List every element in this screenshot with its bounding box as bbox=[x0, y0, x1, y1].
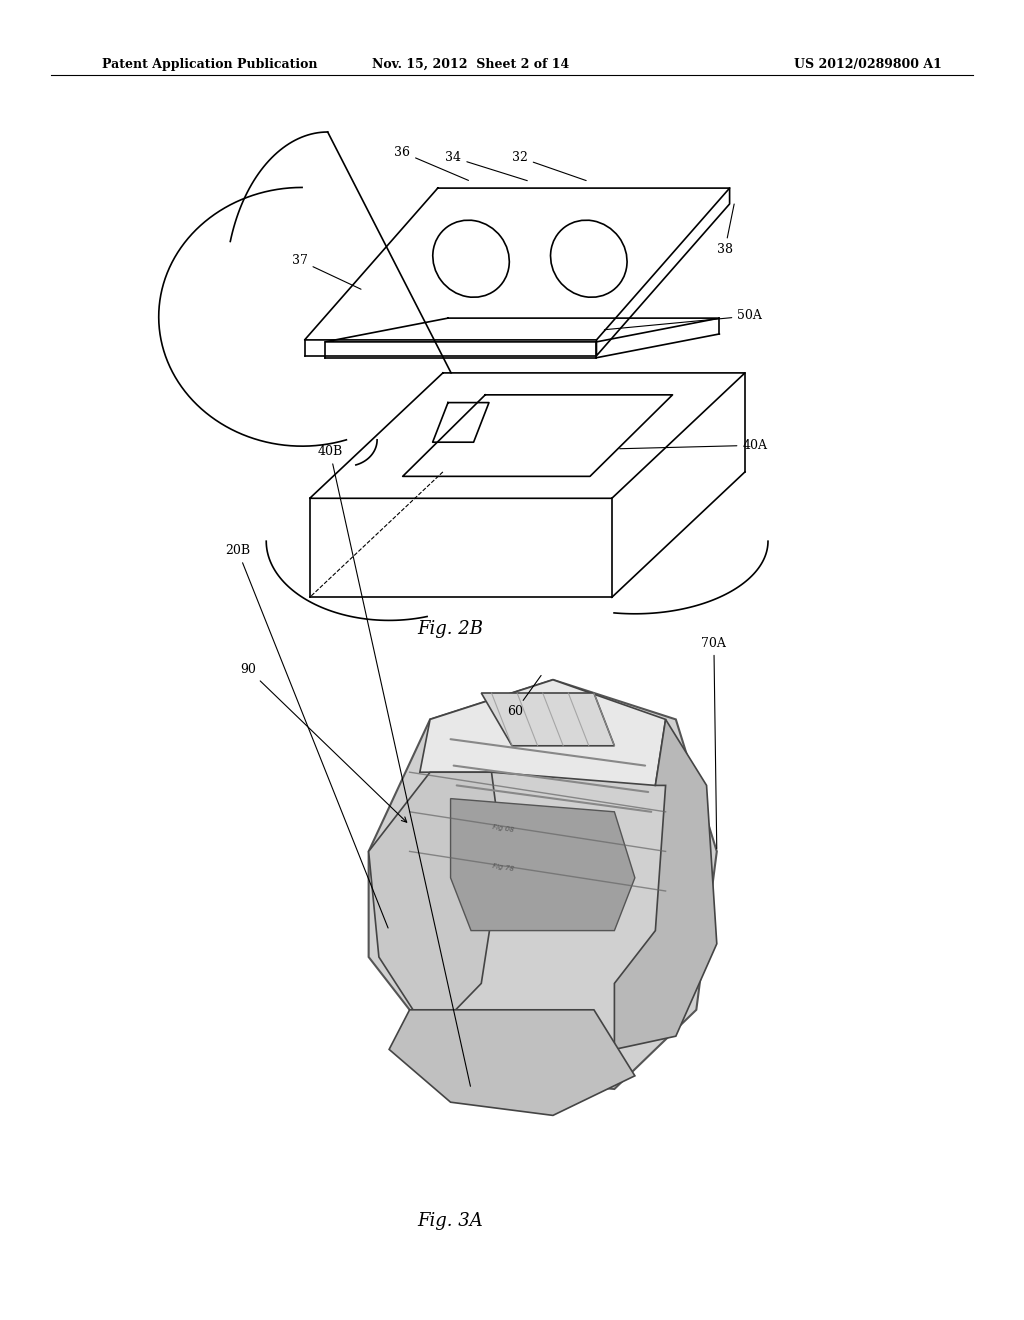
Text: 40B: 40B bbox=[317, 445, 470, 1086]
Polygon shape bbox=[614, 719, 717, 1049]
Text: 70A: 70A bbox=[701, 636, 726, 849]
Polygon shape bbox=[369, 772, 502, 1036]
Text: US 2012/0289800 A1: US 2012/0289800 A1 bbox=[795, 58, 942, 71]
Text: 32: 32 bbox=[512, 150, 586, 181]
Text: 90: 90 bbox=[241, 663, 407, 822]
Text: 38: 38 bbox=[717, 205, 734, 256]
Text: 50A: 50A bbox=[604, 309, 762, 330]
Text: Nov. 15, 2012  Sheet 2 of 14: Nov. 15, 2012 Sheet 2 of 14 bbox=[373, 58, 569, 71]
Polygon shape bbox=[420, 680, 666, 785]
Polygon shape bbox=[389, 1010, 635, 1115]
Text: 20B: 20B bbox=[225, 544, 388, 928]
Text: 60: 60 bbox=[507, 676, 541, 718]
Text: 40A: 40A bbox=[620, 438, 767, 451]
Text: Fig 78: Fig 78 bbox=[492, 863, 514, 873]
Polygon shape bbox=[369, 680, 717, 1089]
Text: 37: 37 bbox=[292, 253, 361, 289]
Text: Fig 08: Fig 08 bbox=[492, 824, 514, 833]
Polygon shape bbox=[451, 799, 635, 931]
Text: 34: 34 bbox=[445, 150, 527, 181]
Text: Fig. 3A: Fig. 3A bbox=[418, 1212, 483, 1230]
Polygon shape bbox=[481, 693, 614, 746]
Text: Patent Application Publication: Patent Application Publication bbox=[102, 58, 317, 71]
Text: Fig. 2B: Fig. 2B bbox=[418, 620, 483, 639]
Text: 36: 36 bbox=[394, 145, 469, 181]
